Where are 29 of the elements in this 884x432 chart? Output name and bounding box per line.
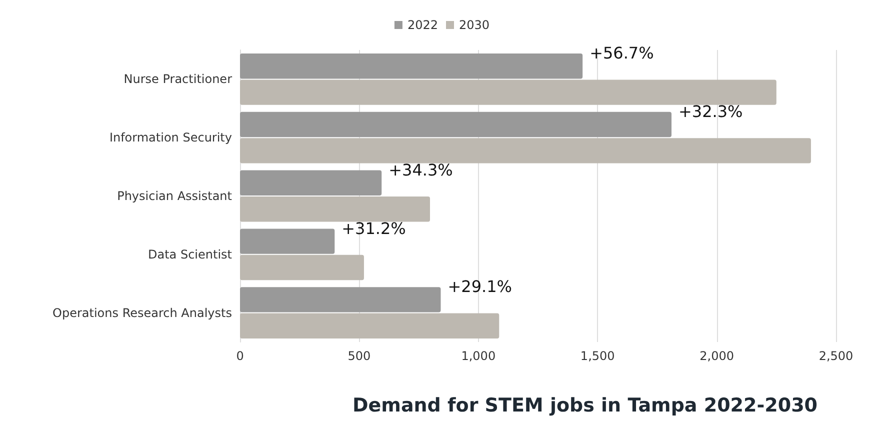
x-tick-label: 500 [348,349,371,363]
legend-label: 2022 [407,18,438,32]
bar [240,196,430,222]
bar [240,313,500,338]
y-tick-label: Nurse Practitioner [124,72,232,86]
x-tick-label: 2,500 [818,349,854,363]
bar [240,287,441,312]
y-tick-label: Operations Research Analysts [52,306,232,320]
bar [240,228,335,254]
legend-label: 2030 [459,18,490,32]
text: Demand for STEM jobs in Tampa 2022-2030 [352,394,818,416]
annotation: +34.3% [388,160,453,180]
x-tick-label: 2,000 [700,349,734,363]
bar [240,54,583,79]
x-tick-label: 1,500 [580,349,615,363]
y-tick-label: Information Security [109,130,232,145]
bar [240,170,382,196]
bar [240,138,811,164]
x-tick-label: 0 [236,349,244,363]
annotation: +32.3% [678,102,743,121]
x-tick-label: 1,000 [461,349,496,363]
y-tick-label: Data Scientist [148,247,232,262]
bar [240,80,776,105]
annotation: +56.7% [590,44,654,63]
annotation: +29.1% [448,277,512,296]
annotation: +31.2% [342,218,406,238]
y-tick-label: Physician Assistant [117,189,232,203]
bar [240,112,672,138]
bar [240,254,364,280]
